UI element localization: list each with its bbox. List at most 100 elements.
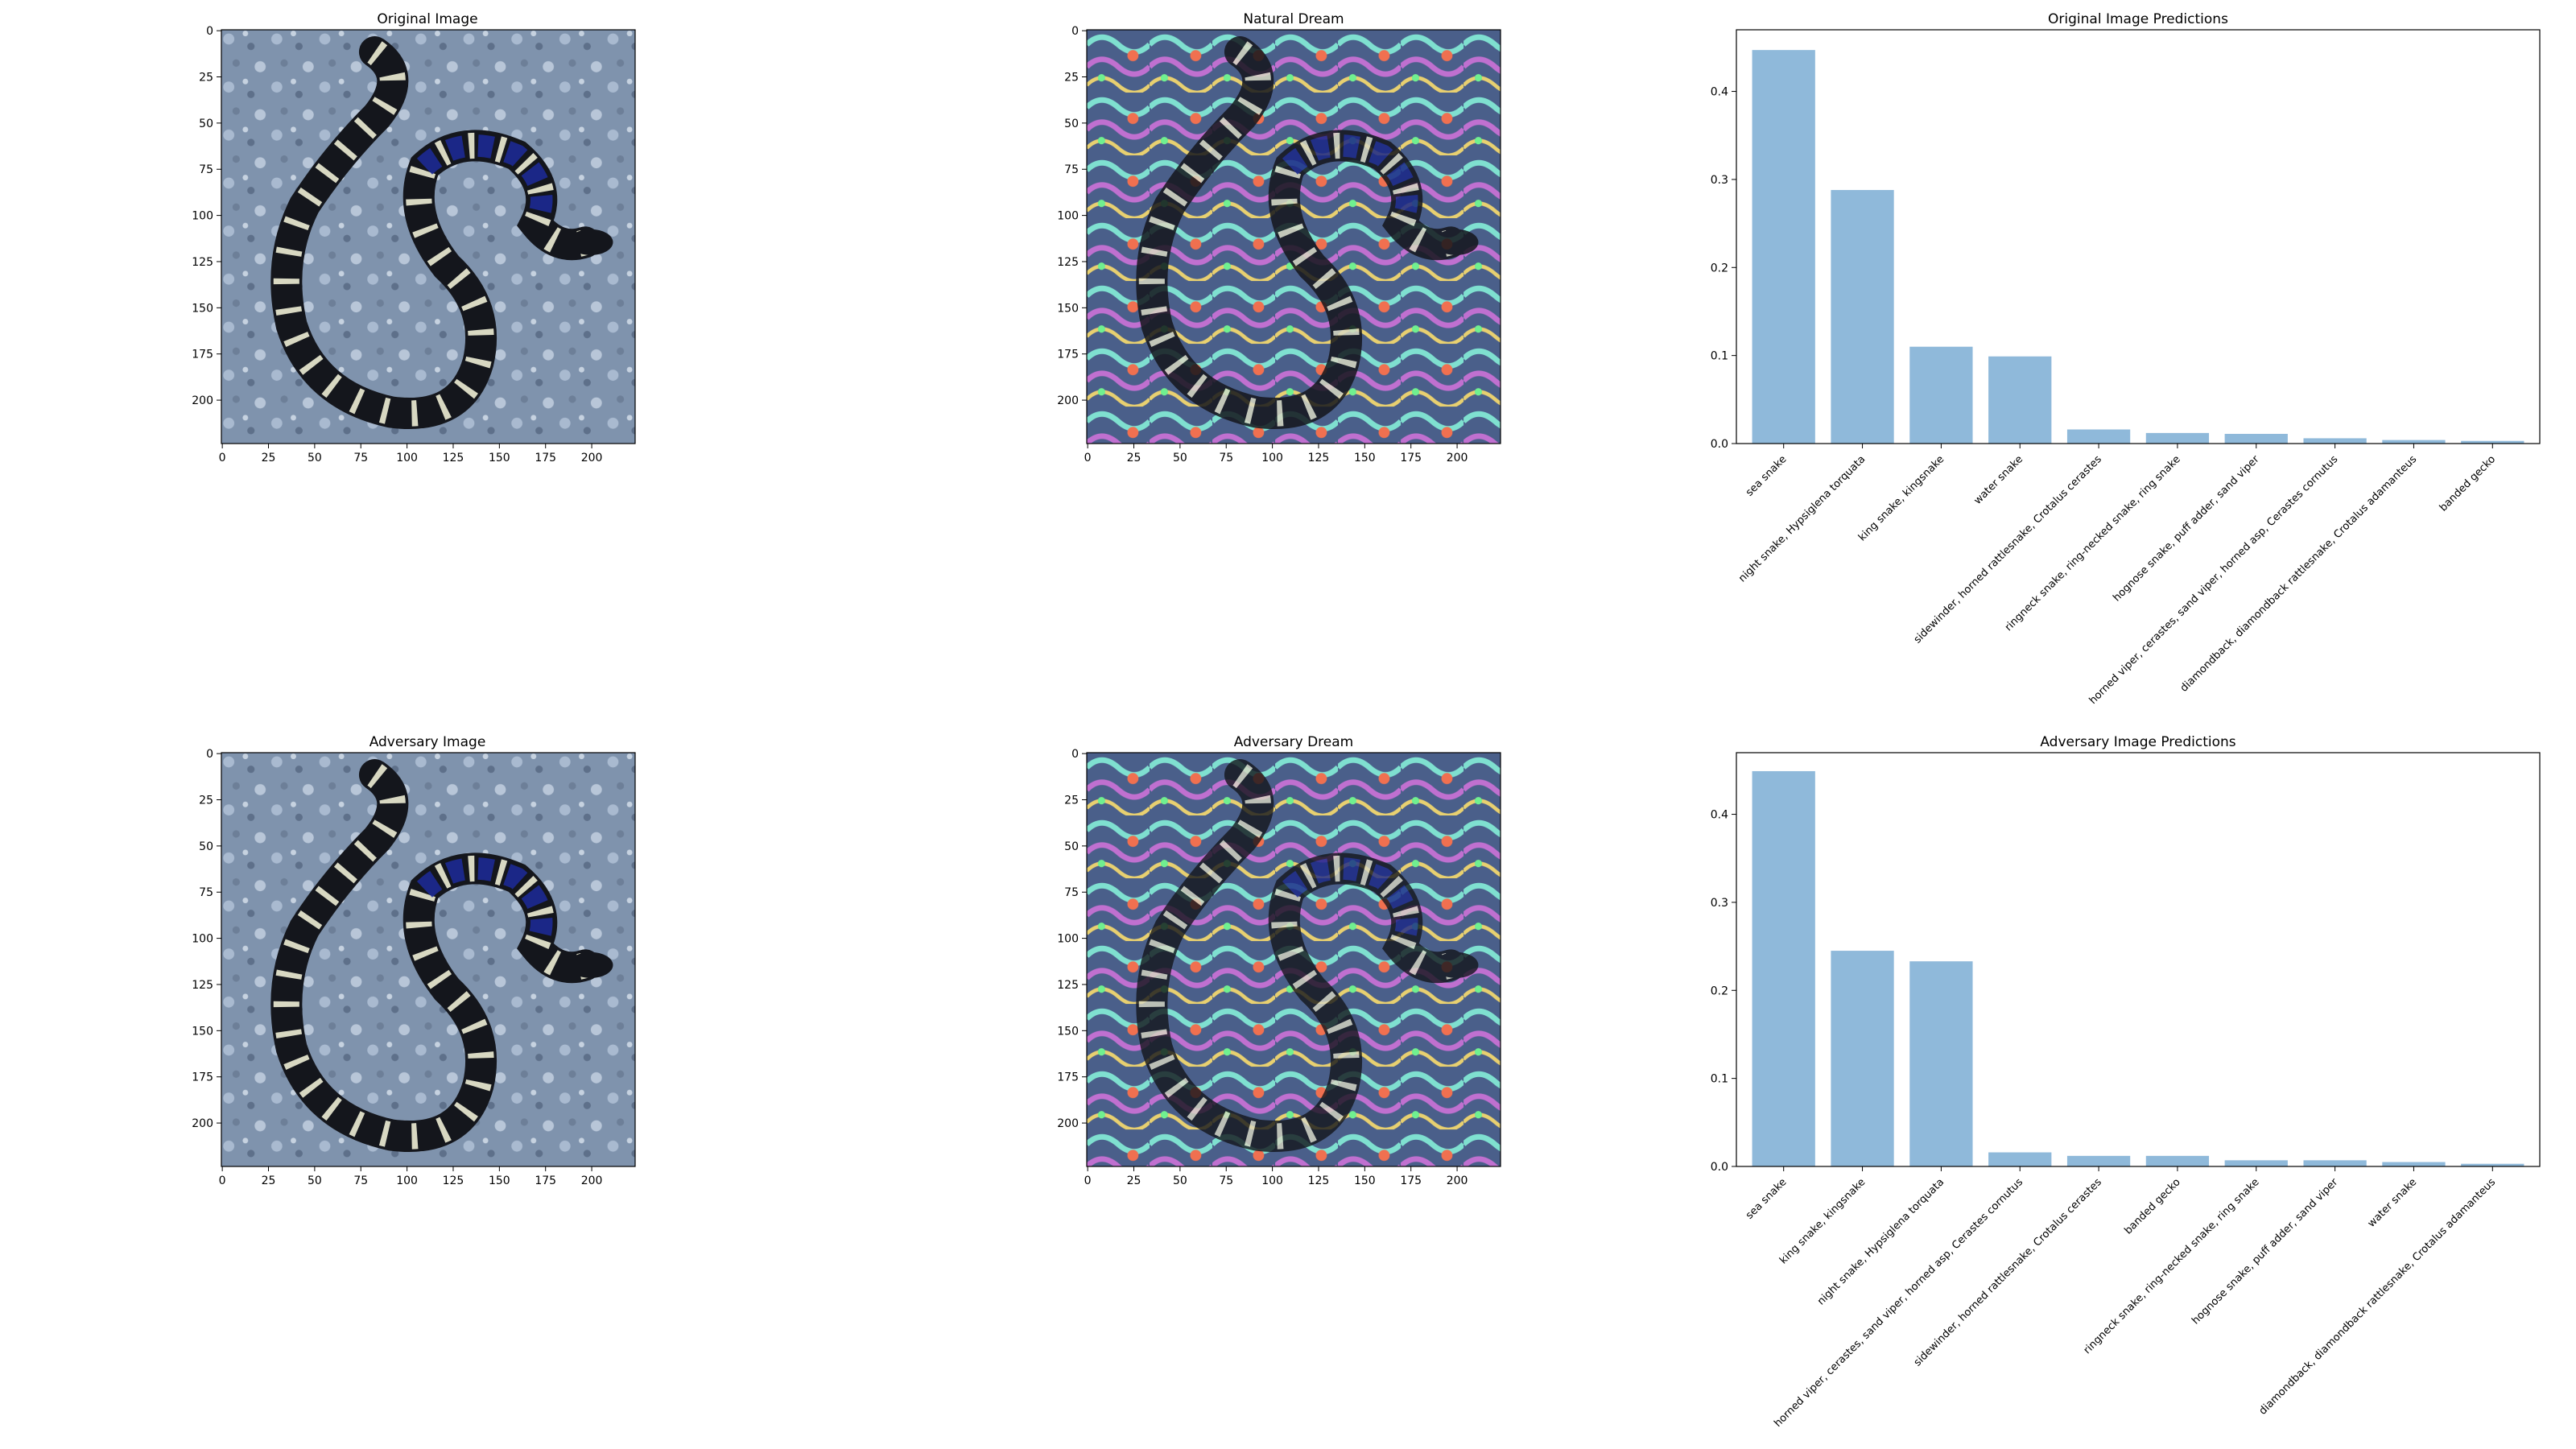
y-tick-label: 75 <box>1064 163 1079 176</box>
y-tick-label: 0.0 <box>1711 1161 1728 1174</box>
bar <box>1752 770 1815 1166</box>
y-tick-label: 50 <box>1064 840 1079 853</box>
category-label: sea snake <box>1744 1176 1790 1222</box>
y-tick-label: 100 <box>192 933 213 946</box>
original-image-ticks: 0 25 50 75 100 125 150 175 200 0 25 50 75 100 125 150 17… <box>192 25 602 464</box>
y-tick-label: 25 <box>199 795 213 807</box>
x-tick-label: 150 <box>489 452 510 464</box>
y-tick-label: 0.4 <box>1711 86 1728 99</box>
bar <box>2145 432 2210 444</box>
x-tick-label: 125 <box>1308 1174 1330 1187</box>
panel-adversary-image: Adversary Image 0 25 50 75 100 125 150 175 200 0 2… <box>192 734 636 1187</box>
category-label: ringneck snake, ring-necked snake, ring … <box>2082 1176 2262 1356</box>
y-tick-label: 100 <box>192 210 213 223</box>
category-label: horned viper, cerastes, sand viper, horn… <box>2087 453 2341 707</box>
y-tick-label: 75 <box>199 886 213 899</box>
y-tick-label: 0 <box>1071 748 1079 761</box>
y-tick-label: 75 <box>199 163 213 176</box>
y-tick-label: 125 <box>192 256 213 269</box>
x-tick-label: 0 <box>219 452 226 464</box>
adversary-image <box>221 753 635 1166</box>
category-label: banded gecko <box>2122 1176 2182 1236</box>
y-tick-label: 125 <box>192 979 213 992</box>
x-tick-label: 0 <box>1084 1174 1092 1187</box>
bar <box>2066 429 2131 444</box>
bar <box>1909 961 1973 1166</box>
panel-natural-dream: Natural Dream 0 25 50 75 100 125 150 175 200 0 25 5… <box>1057 11 1501 464</box>
y-tick-label: 0 <box>206 25 213 38</box>
category-label: banded gecko <box>2438 453 2498 514</box>
adversary-dream-title: Adversary Dream <box>1234 734 1354 750</box>
y-tick-label: 25 <box>1064 72 1079 85</box>
plot-frame <box>1736 29 2541 444</box>
category-label: hognose snake, puff adder, sand viper <box>2190 1176 2341 1327</box>
category-label: horned viper, cerastes, sand viper, horn… <box>1772 1176 2025 1430</box>
bar <box>1831 190 1894 444</box>
x-tick-label: 50 <box>1173 1174 1187 1187</box>
bar <box>2066 1155 2131 1166</box>
y-tick-label: 175 <box>192 349 213 361</box>
y-tick-label: 50 <box>199 840 213 853</box>
y-tick-label: 125 <box>1057 256 1079 269</box>
y-tick-label: 150 <box>1057 1025 1079 1038</box>
x-tick-label: 150 <box>1354 1174 1376 1187</box>
y-tick-label: 0.2 <box>1711 985 1728 997</box>
panel-original-image: Original Image 0 25 50 75 100 125 150 175 200 0 25… <box>192 11 636 464</box>
y-tick-label: 200 <box>192 1117 213 1130</box>
chart-title: Original Image Predictions <box>2048 11 2228 27</box>
bar <box>1752 50 1815 444</box>
y-tick-label: 75 <box>1064 886 1079 899</box>
y-tick-label: 100 <box>1057 933 1079 946</box>
category-label: night snake, Hypsiglena torquata <box>1815 1176 1946 1307</box>
x-tick-label: 125 <box>443 452 464 464</box>
x-tick-label: 75 <box>353 452 368 464</box>
x-tick-label: 200 <box>1447 452 1468 464</box>
y-tick-label: 150 <box>192 302 213 315</box>
y-tick-label: 175 <box>1057 1071 1079 1084</box>
y-tick-label: 125 <box>1057 979 1079 992</box>
bar <box>2461 1163 2524 1166</box>
y-tick-label: 0 <box>206 748 213 761</box>
y-tick-label: 100 <box>1057 210 1079 223</box>
category-label: ringneck snake, ring-necked snake, ring … <box>2003 453 2183 634</box>
bar <box>2303 1160 2367 1166</box>
bar <box>1988 1152 2052 1166</box>
y-tick-label: 0.2 <box>1711 262 1728 275</box>
plot-frame <box>1736 752 2541 1167</box>
x-tick-label: 150 <box>489 1174 510 1187</box>
x-tick-label: 100 <box>1261 1174 1283 1187</box>
x-tick-label: 175 <box>535 1174 556 1187</box>
y-tick-label: 200 <box>1057 394 1079 407</box>
y-tick-label: 50 <box>199 118 213 130</box>
x-tick-label: 150 <box>1354 452 1376 464</box>
x-tick-label: 100 <box>1261 452 1283 464</box>
adversary-dream-image <box>1087 753 1501 1166</box>
x-tick-label: 175 <box>1400 1174 1422 1187</box>
natural-dream-title: Natural Dream <box>1243 11 1344 27</box>
x-tick-label: 75 <box>1219 452 1233 464</box>
x-tick-label: 25 <box>262 452 276 464</box>
y-tick-label: 25 <box>1064 795 1079 807</box>
y-tick-label: 150 <box>192 1025 213 1038</box>
category-label: water snake <box>2366 1176 2420 1230</box>
natural-dream-ticks: 0 25 50 75 100 125 150 175 200 0 25 50 75 100 125 150 17… <box>1057 25 1468 464</box>
y-tick-label: 0.4 <box>1711 809 1728 822</box>
x-tick-label: 25 <box>1127 1174 1141 1187</box>
panel-adversary-dream: Adversary Dream 0 25 50 75 100 125 150 175 200 0 2… <box>1057 734 1501 1187</box>
x-tick-label: 125 <box>1308 452 1330 464</box>
bar <box>1831 951 1894 1166</box>
adversary-image-ticks: 0 25 50 75 100 125 150 175 200 0 25 50 75 100 125 150 17… <box>192 748 602 1187</box>
y-tick-label: 25 <box>199 72 213 85</box>
x-tick-label: 50 <box>308 452 322 464</box>
bar <box>2224 1160 2288 1166</box>
bar <box>1988 356 2052 444</box>
bar <box>2145 1155 2210 1166</box>
chart-title: Adversary Image Predictions <box>2040 734 2235 750</box>
original-image-title: Original Image <box>377 11 477 27</box>
y-tick-label: 200 <box>192 394 213 407</box>
x-tick-label: 100 <box>396 1174 418 1187</box>
x-tick-label: 25 <box>1127 452 1141 464</box>
adversary-dream-ticks: 0 25 50 75 100 125 150 175 200 0 25 50 75 100 125 150 17… <box>1057 748 1468 1187</box>
category-label: water snake <box>1971 453 2025 507</box>
